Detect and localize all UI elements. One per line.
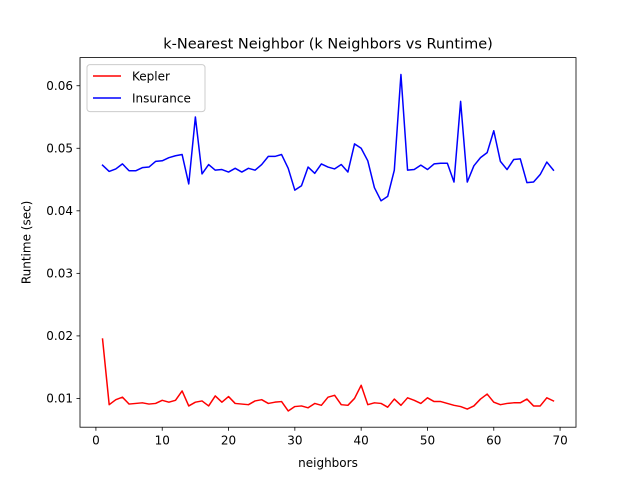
plot-frame — [79, 57, 577, 428]
y-tick-label: 0.01 — [46, 392, 73, 406]
x-axis-title: neighbors — [298, 456, 358, 470]
legend: Kepler Insurance — [86, 64, 206, 113]
x-tick-label: 30 — [287, 434, 302, 448]
x-tick-label: 40 — [354, 434, 369, 448]
x-tick-label: 70 — [552, 434, 567, 448]
y-tick-label: 0.05 — [46, 142, 73, 156]
x-tick-label: 20 — [221, 434, 236, 448]
y-axis: 0.01 0.02 0.03 0.04 0.05 0.06 — [46, 79, 80, 406]
x-axis: 0 10 20 30 40 50 60 70 — [92, 427, 568, 448]
series-line-kepler — [101, 338, 555, 412]
y-tick-label: 0.04 — [46, 204, 73, 218]
series-layer — [101, 73, 555, 412]
series-line-insurance — [101, 73, 555, 202]
x-tick-label: 0 — [92, 434, 100, 448]
y-tick-label: 0.06 — [46, 79, 73, 93]
x-tick-label: 10 — [155, 434, 170, 448]
legend-label-kepler: Kepler — [132, 70, 170, 84]
y-tick-label: 0.02 — [46, 329, 73, 343]
chart-title: k-Nearest Neighbor (k Neighbors vs Runti… — [163, 37, 493, 53]
x-tick-label: 60 — [486, 434, 501, 448]
y-axis-title: Runtime (sec) — [20, 201, 34, 285]
x-tick-label: 50 — [420, 434, 435, 448]
legend-label-insurance: Insurance — [132, 92, 191, 106]
y-tick-label: 0.03 — [46, 267, 73, 281]
